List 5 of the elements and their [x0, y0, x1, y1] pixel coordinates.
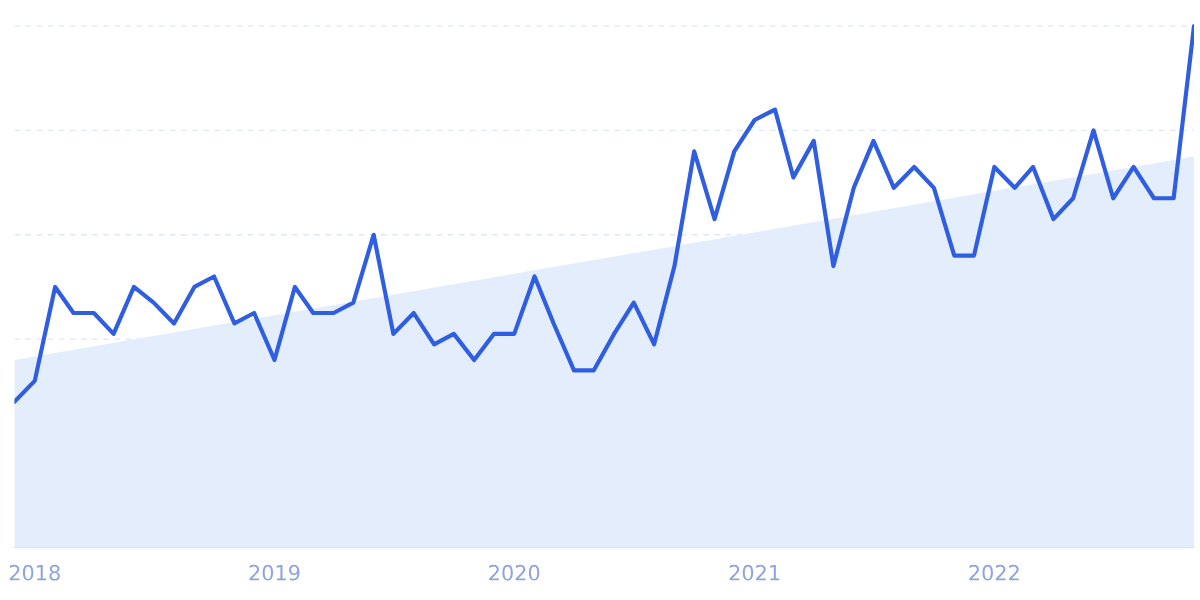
x-tick-label: 2022	[969, 564, 1019, 581]
x-tick-label: 2018	[9, 564, 60, 581]
x-tick-label: 2021	[729, 564, 780, 581]
x-tick-label: 2019	[249, 564, 300, 581]
x-tick-label: 2020	[489, 564, 540, 581]
